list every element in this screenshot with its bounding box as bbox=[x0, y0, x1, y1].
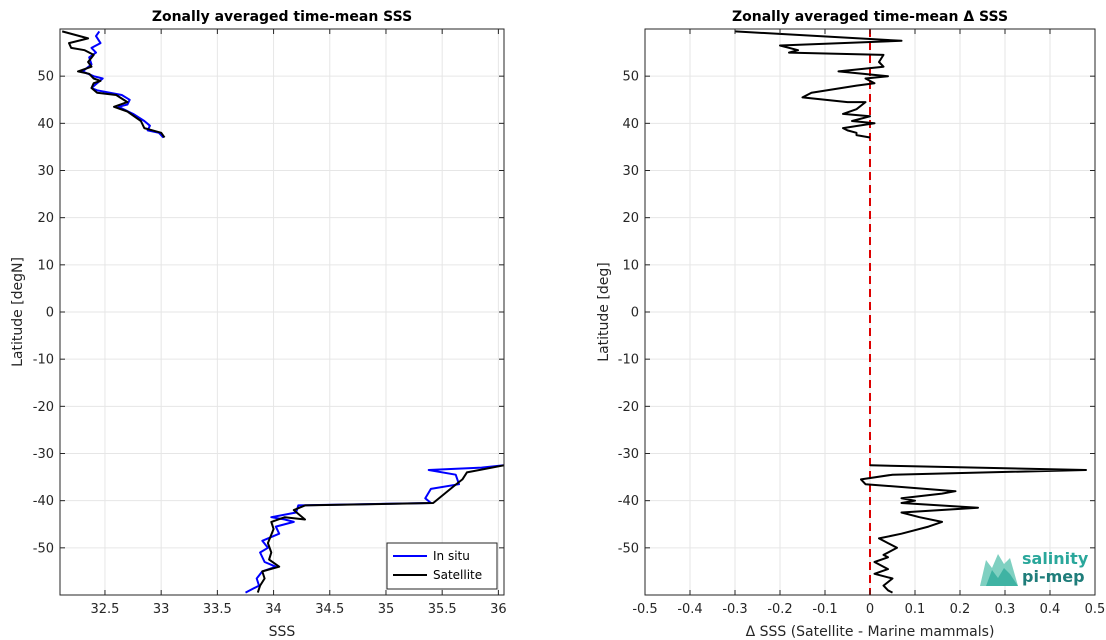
y-tick-label: -10 bbox=[618, 353, 639, 368]
logo-wave-shade-icon bbox=[986, 568, 1018, 586]
y-tick-label: 50 bbox=[37, 70, 54, 85]
x-tick-label: -0.5 bbox=[632, 602, 657, 617]
y-tick-label: -40 bbox=[618, 494, 639, 509]
x-tick-label: -0.1 bbox=[812, 602, 837, 617]
salinity-pi-mep-logo: salinity pi-mep bbox=[980, 549, 1089, 586]
x-tick-label: 0 bbox=[866, 602, 874, 617]
y-tick-label: 40 bbox=[622, 117, 639, 132]
x-tick-label: -0.2 bbox=[767, 602, 792, 617]
x-tick-label: 35 bbox=[378, 602, 395, 617]
legend: In situ Satellite bbox=[386, 542, 498, 590]
y-tick-label: 50 bbox=[622, 70, 639, 85]
y-tick-label: -20 bbox=[33, 400, 54, 415]
x-tick-label: 33 bbox=[153, 602, 170, 617]
y-axis-label: Latitude [deg] bbox=[596, 262, 612, 361]
y-tick-label: 30 bbox=[37, 164, 54, 179]
y-tick-label: -30 bbox=[618, 447, 639, 462]
y-tick-label: 10 bbox=[37, 258, 54, 273]
chart-title: Zonally averaged time-mean Δ SSS bbox=[732, 9, 1008, 25]
y-tick-label: 20 bbox=[622, 211, 639, 226]
legend-entry-label: In situ bbox=[433, 549, 470, 563]
legend-box bbox=[386, 542, 498, 590]
y-tick-label: 0 bbox=[46, 306, 54, 321]
x-tick-label: 0.3 bbox=[995, 602, 1016, 617]
series-line-satellite bbox=[61, 30, 166, 139]
y-axis-label: Latitude [degN] bbox=[10, 257, 26, 367]
y-tick-label: 0 bbox=[631, 306, 639, 321]
sss-panel: 32.5 33 33.5 34 34.5 35 35.5 36 -50 -40 -30 -20 -10 0… bbox=[10, 9, 507, 640]
x-tick-label: -0.4 bbox=[677, 602, 702, 617]
x-tick-label: 33.5 bbox=[203, 602, 232, 617]
x-tick-label: 36 bbox=[490, 602, 507, 617]
legend-entry-label: Satellite bbox=[433, 568, 482, 582]
series-line bbox=[860, 464, 1087, 594]
chart-title: Zonally averaged time-mean SSS bbox=[152, 9, 412, 25]
x-tick-label: 0.2 bbox=[950, 602, 971, 617]
logo-line-1: salinity bbox=[1022, 549, 1089, 568]
x-tick-label: 0.4 bbox=[1040, 602, 1061, 617]
x-axis-label: SSS bbox=[269, 624, 296, 640]
y-tick-label: 10 bbox=[622, 258, 639, 273]
x-tick-label: 0.5 bbox=[1085, 602, 1106, 617]
y-tick-label: -20 bbox=[618, 400, 639, 415]
y-tick-label: -30 bbox=[33, 447, 54, 462]
x-tick-label: 35.5 bbox=[428, 602, 457, 617]
y-tick-label: -10 bbox=[33, 353, 54, 368]
x-tick-label: 32.5 bbox=[90, 602, 119, 617]
y-tick-label: 30 bbox=[622, 164, 639, 179]
logo-line-2: pi-mep bbox=[1022, 567, 1085, 586]
y-tick-label: -50 bbox=[33, 541, 54, 556]
x-tick-label: 34.5 bbox=[315, 602, 344, 617]
series-line bbox=[734, 30, 903, 139]
y-tick-label: -50 bbox=[618, 541, 639, 556]
x-tick-label: 0.1 bbox=[905, 602, 926, 617]
y-tick-label: -40 bbox=[33, 494, 54, 509]
x-tick-label: 34 bbox=[265, 602, 282, 617]
y-tick-label: 20 bbox=[37, 211, 54, 226]
x-axis-label: Δ SSS (Satellite - Marine mammals) bbox=[746, 624, 995, 640]
series-line-satellite bbox=[256, 464, 505, 593]
delta-sss-panel: -0.5 -0.4 -0.3 -0.2 -0.1 0 0.1 0.2 0.3 0.4 0.5 -50 -… bbox=[596, 9, 1105, 640]
y-tick-label: 40 bbox=[37, 117, 54, 132]
x-tick-label: -0.3 bbox=[722, 602, 747, 617]
